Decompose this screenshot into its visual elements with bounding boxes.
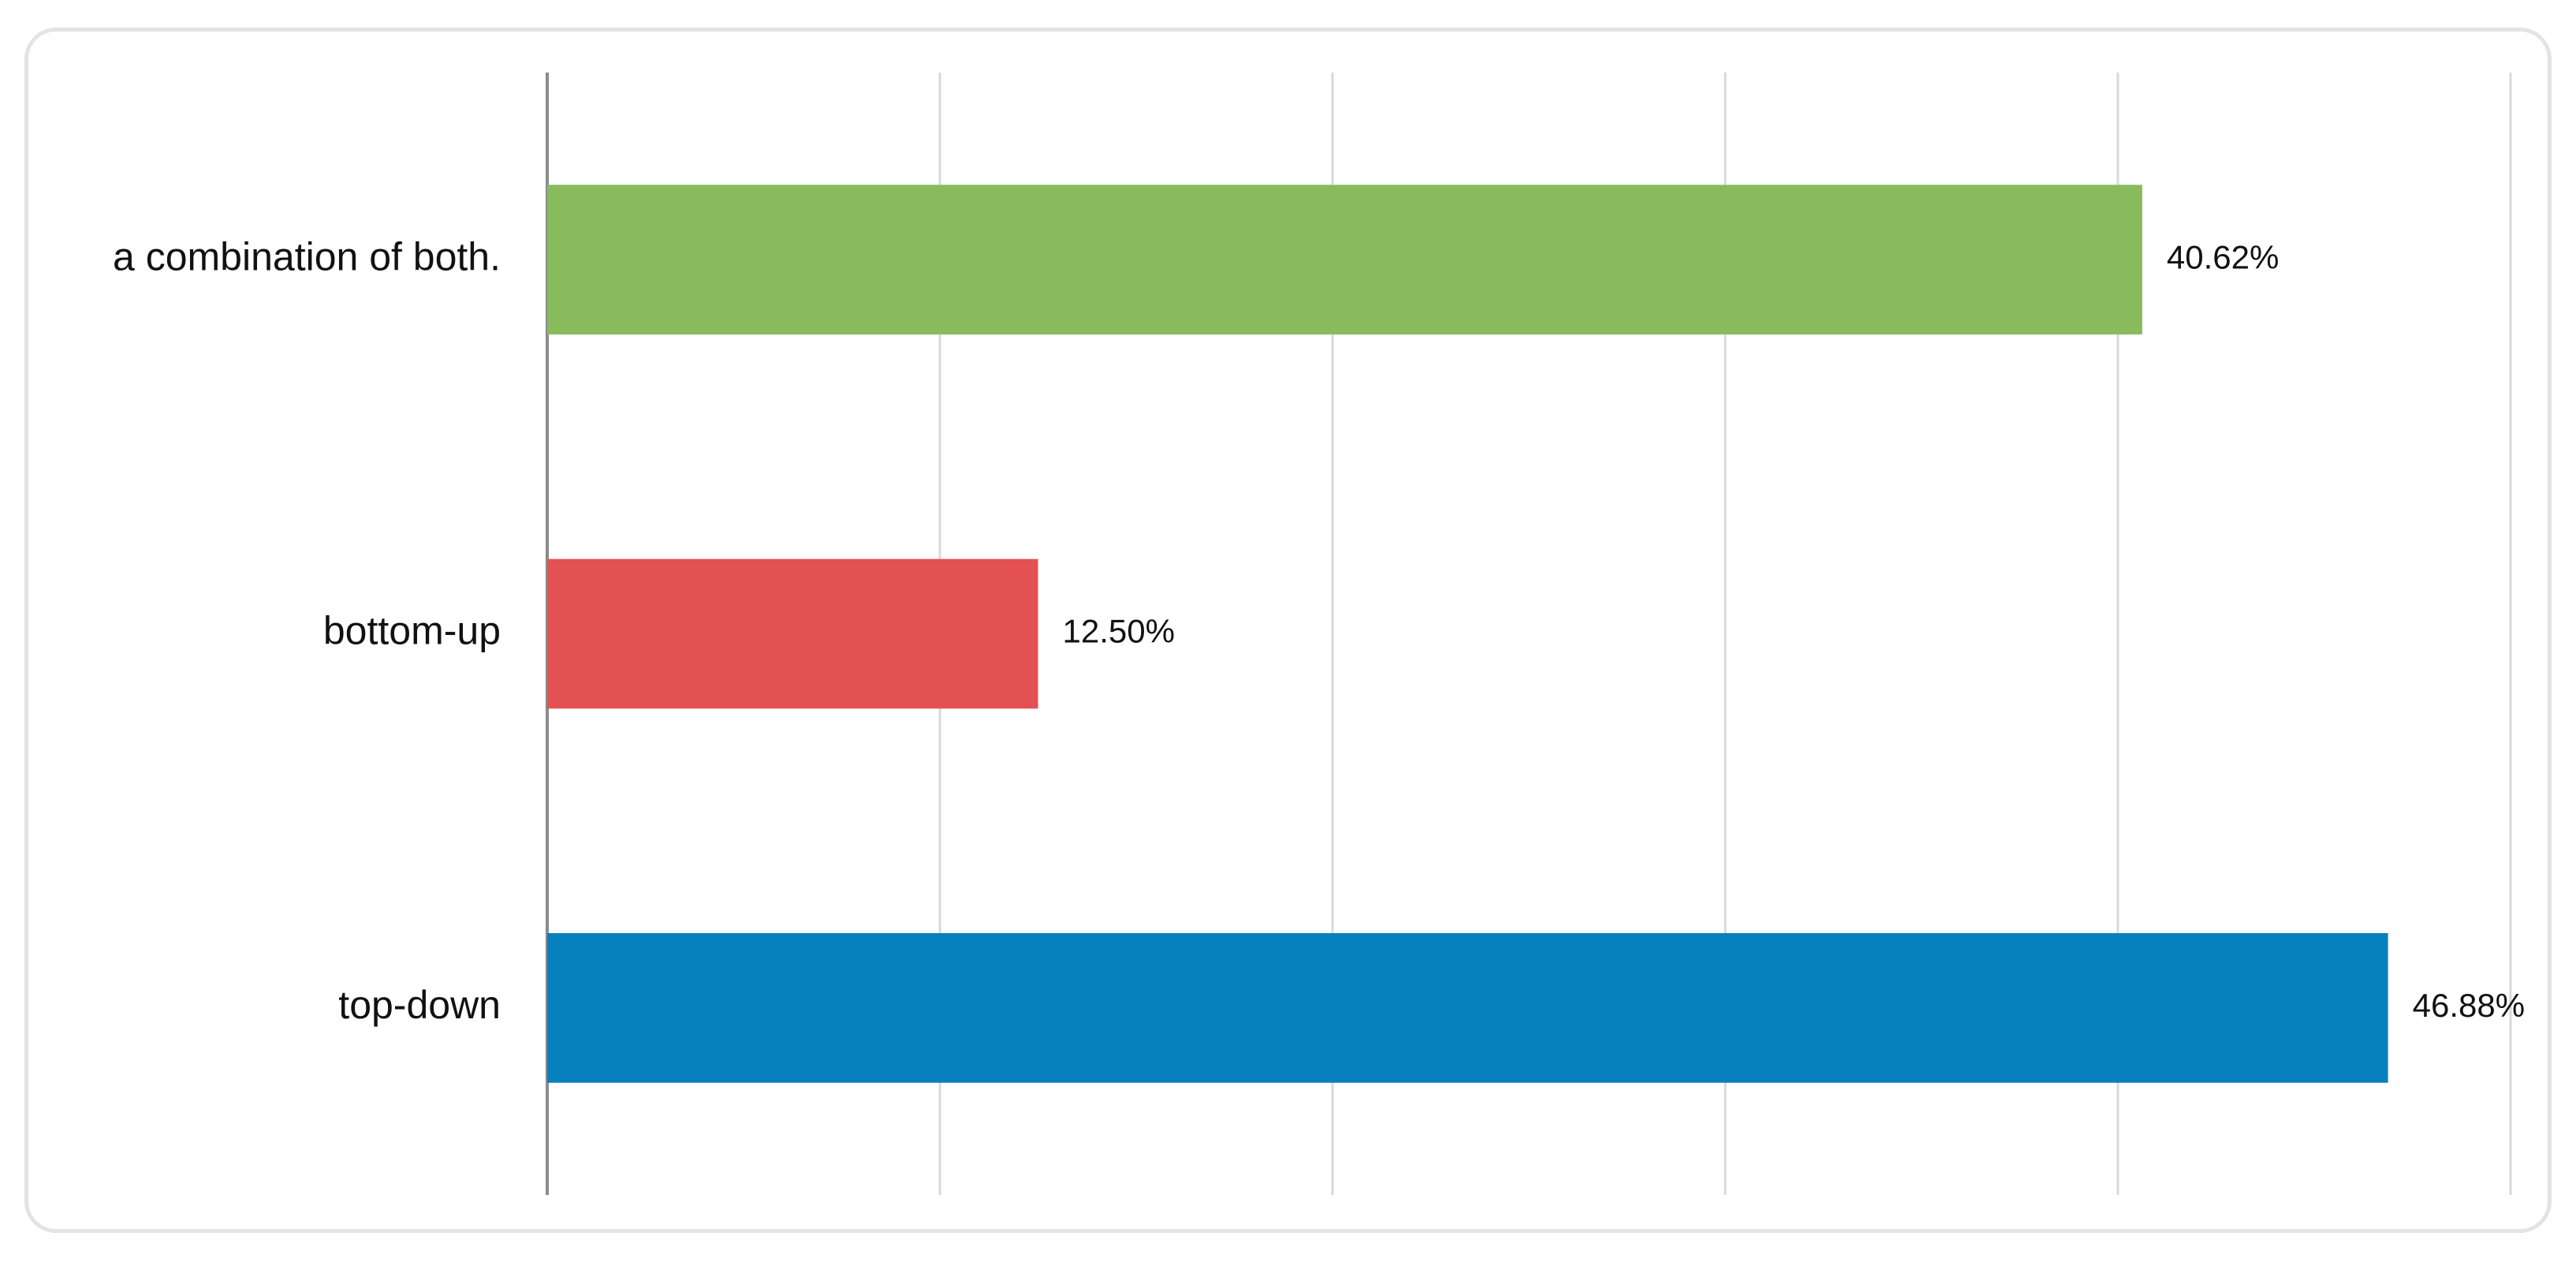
value-label: 12.50% <box>1063 613 1175 650</box>
y-tick-label: top-down <box>338 983 501 1027</box>
bar <box>547 185 2142 335</box>
bar <box>547 932 2388 1083</box>
bar <box>547 558 1038 709</box>
y-tick-label: bottom-up <box>323 609 501 653</box>
value-label: 40.62% <box>2167 238 2279 275</box>
y-tick-label: a combination of both. <box>113 234 501 278</box>
value-label: 46.88% <box>2413 987 2525 1024</box>
